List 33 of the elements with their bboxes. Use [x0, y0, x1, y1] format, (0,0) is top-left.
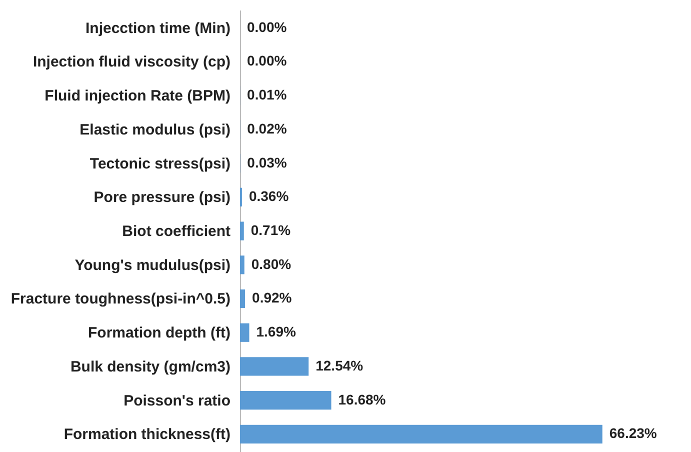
y-tick-label: Fracture toughness(psi-in^0.5) — [10, 290, 231, 308]
bar — [240, 424, 602, 444]
y-tick-label: Formation depth (ft) — [88, 324, 230, 342]
bar — [240, 391, 332, 410]
bar — [240, 222, 244, 240]
bar — [240, 323, 250, 342]
data-label: 0.71% — [250, 222, 292, 238]
data-label: 0.02% — [247, 120, 288, 136]
data-label: 0.00% — [247, 52, 288, 69]
data-label: 0.03% — [247, 154, 288, 170]
bar — [240, 357, 309, 376]
data-label: 16.68% — [338, 391, 386, 408]
data-label: 0.00% — [247, 18, 288, 35]
y-tick-label: Injection fluid viscosity (cp) — [32, 54, 230, 71]
y-tick-label: Injecction time (Min) — [85, 20, 230, 37]
bar — [240, 289, 246, 308]
y-tick-label: Elastic modulus (psi) — [80, 121, 230, 138]
y-tick-label: Pore pressure (psi) — [94, 189, 230, 206]
y-tick-label: Formation thickness(ft) — [64, 426, 230, 444]
data-label: 66.23% — [609, 425, 658, 442]
bar — [240, 256, 244, 274]
y-tick-label: Poisson's ratio — [124, 392, 230, 410]
y-tick-label: Bulk density (gm/cm3) — [70, 358, 230, 376]
y-tick-label: Tectonic stress(psi) — [90, 155, 230, 172]
y-tick-label: Young's mudulus(psi) — [74, 256, 230, 274]
data-label: 0.92% — [252, 290, 292, 306]
y-tick-label: Biot coefficient — [122, 223, 230, 240]
data-label: 0.01% — [247, 86, 288, 103]
data-label: 1.69% — [256, 324, 296, 340]
y-tick-label: Fluid injection Rate (BPM) — [44, 88, 230, 105]
data-label: 12.54% — [316, 357, 364, 374]
data-label: 0.80% — [251, 256, 292, 272]
data-label: 0.36% — [248, 188, 290, 204]
